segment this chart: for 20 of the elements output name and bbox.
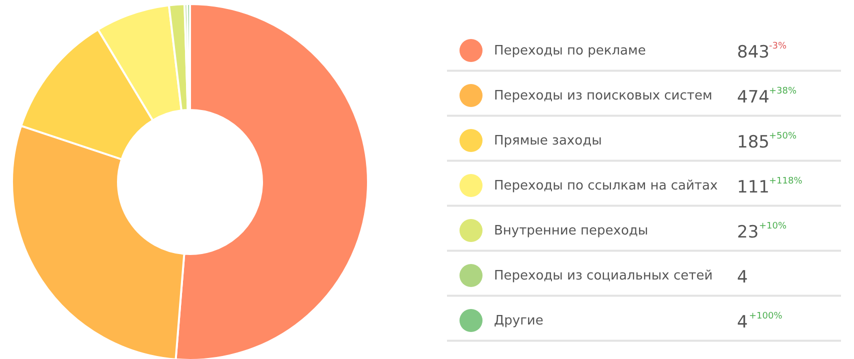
data-label: 111 (737, 178, 770, 198)
text: +118% (769, 176, 802, 186)
legend-label: Переходы из социальных сетей (494, 268, 713, 284)
text: +38% (769, 86, 797, 96)
legend-label: Прямые заходы (494, 134, 602, 148)
legend-label: Переходы по ссылкам на сайтах (494, 178, 718, 194)
legend-label: Другие (494, 314, 544, 328)
data-label: 843 (737, 42, 770, 62)
data-label: 4 (737, 312, 748, 332)
data-label: 23 (737, 222, 759, 242)
data-label: 474 (737, 88, 770, 108)
data-label: 4 (737, 268, 748, 288)
legend-label: Внутренние переходы (494, 224, 648, 238)
legend-label: Переходы по рекламе (494, 44, 646, 58)
legend-label: Переходы из поисковых систем (494, 88, 712, 104)
text: +10% (759, 222, 787, 232)
text: -3% (769, 42, 787, 52)
text: +100% (749, 312, 782, 322)
data-label: 185 (737, 132, 770, 152)
text: +50% (769, 132, 797, 142)
